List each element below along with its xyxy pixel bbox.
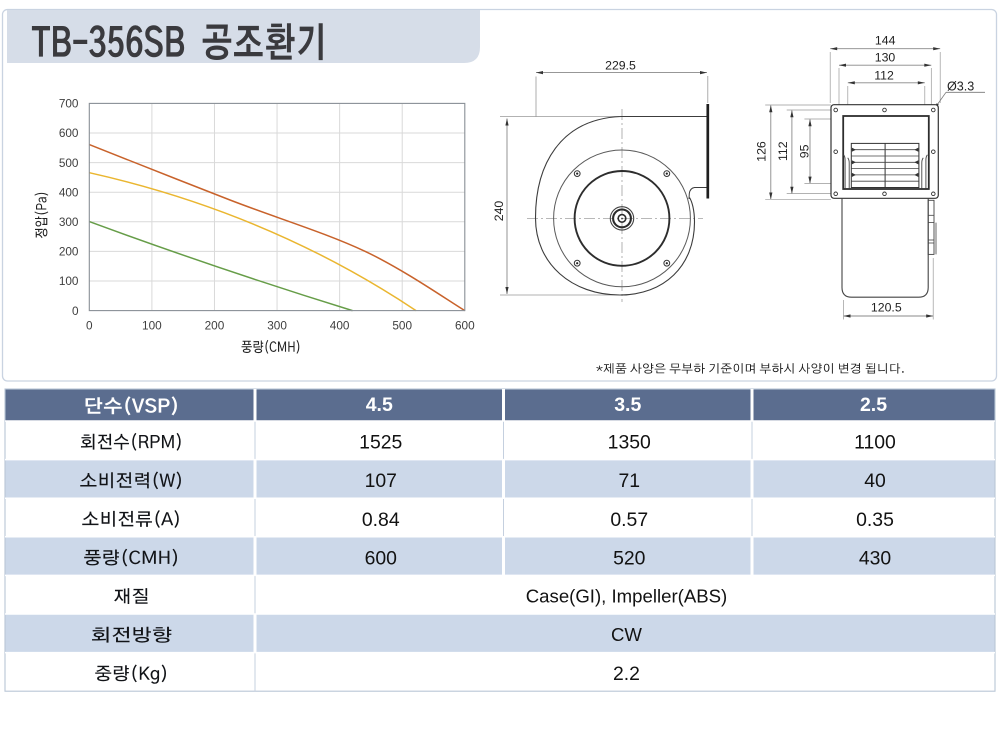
svg-text:100: 100	[59, 274, 79, 288]
svg-text:600: 600	[455, 319, 475, 333]
svg-text:2.5: 2.5	[860, 394, 887, 416]
svg-text:300: 300	[59, 215, 79, 229]
svg-text:0: 0	[86, 319, 93, 333]
svg-text:600: 600	[59, 126, 79, 140]
svg-text:120.5: 120.5	[871, 300, 902, 314]
svg-text:430: 430	[859, 547, 892, 569]
svg-text:600: 600	[365, 547, 398, 569]
svg-text:144: 144	[875, 33, 896, 47]
svg-text:0: 0	[72, 304, 79, 318]
svg-text:520: 520	[613, 547, 646, 569]
svg-text:0.84: 0.84	[362, 509, 400, 531]
svg-text:71: 71	[618, 470, 640, 492]
svg-text:Case(GI), Impeller(ABS): Case(GI), Impeller(ABS)	[526, 586, 727, 607]
svg-text:3.5: 3.5	[614, 394, 641, 416]
svg-text:107: 107	[365, 470, 397, 492]
svg-text:1350: 1350	[608, 432, 651, 454]
svg-text:Ø3.3: Ø3.3	[947, 79, 974, 93]
svg-text:112: 112	[874, 69, 894, 83]
svg-text:700: 700	[59, 97, 79, 111]
svg-text:95: 95	[797, 144, 811, 158]
svg-text:400: 400	[59, 185, 79, 199]
svg-text:200: 200	[59, 245, 79, 259]
svg-text:500: 500	[392, 319, 412, 333]
svg-text:40: 40	[864, 470, 886, 492]
svg-text:100: 100	[142, 319, 162, 333]
svg-text:126: 126	[755, 141, 769, 162]
svg-text:200: 200	[205, 319, 225, 333]
svg-text:500: 500	[59, 156, 79, 170]
svg-text:1525: 1525	[359, 432, 402, 454]
svg-text:1100: 1100	[854, 432, 896, 454]
svg-text:240: 240	[492, 201, 506, 222]
svg-text:0.35: 0.35	[856, 509, 894, 531]
svg-text:400: 400	[330, 319, 350, 333]
svg-text:300: 300	[267, 319, 287, 333]
svg-text:2.2: 2.2	[613, 663, 640, 685]
svg-text:229.5: 229.5	[605, 58, 636, 72]
svg-text:CW: CW	[611, 624, 642, 645]
svg-text:130: 130	[875, 51, 896, 65]
svg-text:4.5: 4.5	[366, 394, 393, 416]
svg-text:112: 112	[776, 141, 790, 161]
svg-text:0.57: 0.57	[610, 509, 648, 531]
